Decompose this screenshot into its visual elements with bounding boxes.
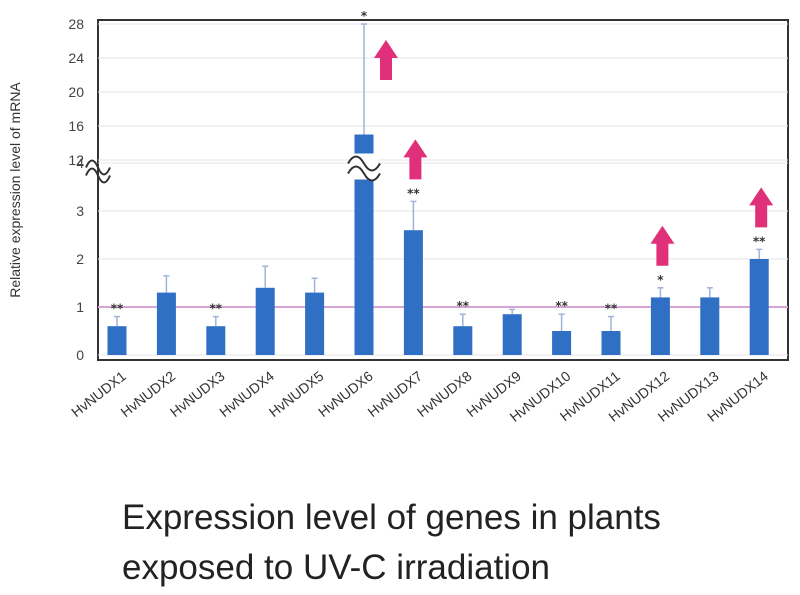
y-axis-label: Relative expression level of mRNA (7, 82, 23, 298)
caption-line-2: exposed to UV-C irradiation (122, 548, 550, 587)
bar-hvnudx8 (453, 326, 473, 355)
y-tick-label: 16 (68, 118, 84, 134)
x-tick-label: HvNUDX1 (68, 368, 129, 420)
significance-mark: ** (555, 299, 568, 313)
x-tick-label: HvNUDX3 (167, 368, 228, 420)
bar-hvnudx9 (502, 314, 522, 355)
bar-hvnudx2 (156, 292, 176, 355)
bar-hvnudx10 (552, 331, 572, 355)
bar-hvnudx12 (650, 297, 670, 355)
bar-hvnudx13 (700, 297, 720, 355)
y-tick-label: 0 (76, 347, 84, 363)
bar-hvnudx4 (255, 287, 275, 355)
significance-mark: ** (111, 302, 124, 316)
significance-mark: ** (210, 302, 223, 316)
bar-hvnudx14 (749, 259, 769, 355)
x-tick-label: HvNUDX2 (118, 368, 179, 420)
y-tick-label: 28 (68, 16, 84, 32)
significance-mark: ** (605, 302, 618, 316)
y-tick-label: 2 (76, 251, 84, 267)
x-tick-label: HvNUDX4 (216, 368, 277, 420)
bar-hvnudx3 (206, 326, 226, 355)
x-tick-label: HvNUDX5 (266, 368, 327, 420)
y-tick-label: 4 (76, 155, 84, 171)
up-arrow-icon (650, 225, 675, 266)
bar-hvnudx11 (601, 331, 621, 355)
significance-mark: * (361, 9, 368, 23)
y-tick-label: 24 (68, 50, 84, 66)
significance-mark: ** (407, 186, 420, 200)
bar-hvnudx7 (403, 230, 423, 355)
significance-mark: ** (457, 299, 470, 313)
bar-hvnudx5 (305, 292, 325, 355)
y-tick-label: 3 (76, 203, 84, 219)
x-tick-label: HvNUDX8 (414, 368, 475, 420)
y-tick-label: 20 (68, 84, 84, 100)
bar-break-icon (347, 155, 381, 172)
up-arrow-icon (403, 139, 428, 180)
bar-break-icon (347, 165, 381, 182)
axis-break-icon (85, 159, 111, 176)
bar-chart: Relative expression level of mRNA 012341… (7, 9, 789, 425)
caption-line-1: Expression level of genes in plants (122, 498, 661, 537)
significance-mark: ** (753, 234, 766, 248)
bar-hvnudx6 (354, 134, 374, 355)
x-tick-label: HvNUDX6 (315, 368, 376, 420)
x-tick-label: HvNUDX7 (365, 368, 426, 420)
significance-mark: * (657, 273, 664, 287)
up-arrow-icon (749, 187, 774, 228)
up-arrow-icon (374, 40, 398, 80)
bar-hvnudx1 (107, 326, 127, 355)
axis-break-icon (85, 167, 111, 184)
y-tick-label: 12 (68, 152, 84, 168)
plot-frame (97, 19, 789, 361)
y-tick-label: 1 (76, 299, 84, 315)
